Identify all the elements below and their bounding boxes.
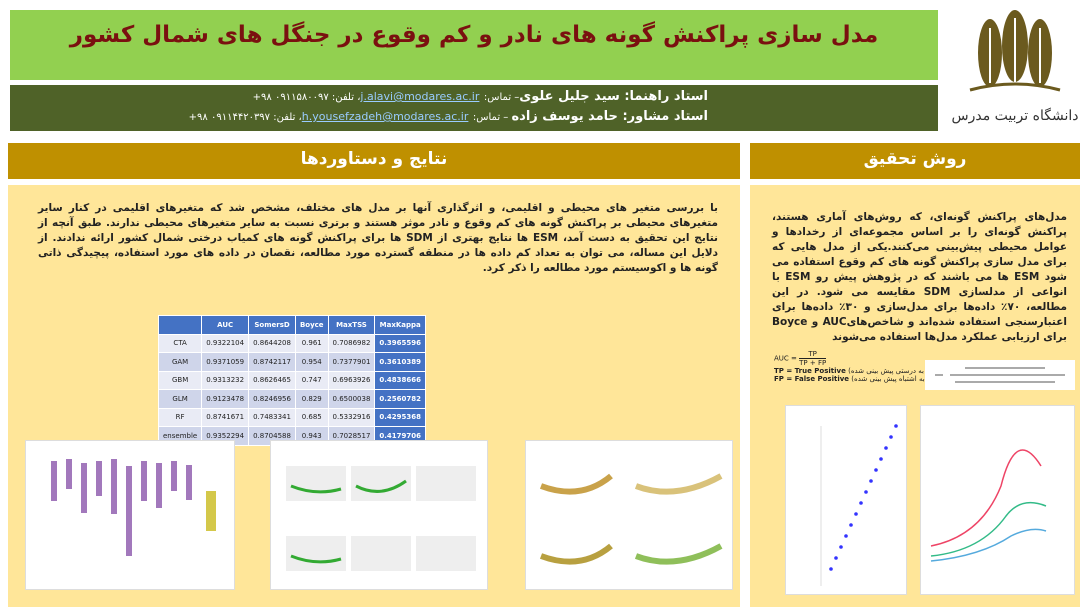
table-row: GBM 0.9313232 0.8626465 0.747 0.6963926 0.483… (157, 370, 427, 390)
logo-text: دانشگاه تربیت مدرس (952, 107, 1079, 124)
tp: TP = True Positive (774, 367, 846, 375)
cell: 0.6963926 (327, 370, 376, 390)
table-row: GLM 0.9123478 0.8246956 0.829 0.6500038 0.256… (157, 389, 427, 409)
cell: 0.4295368 (374, 407, 427, 427)
dot (849, 523, 853, 527)
header-row: AUC SomersD Boyce MaxTSS MaxKappa (157, 315, 427, 335)
section-header: روش تحقیق (750, 143, 1080, 179)
figure (25, 440, 235, 590)
section-header: نتایج و دستاوردها (8, 143, 740, 179)
cell: 0.7086982 (327, 333, 376, 353)
dot (869, 479, 873, 483)
methods-text: مدل‌های پراکنش گونه‌ای، که روش‌های آماری… (772, 211, 1068, 343)
dot (859, 501, 863, 505)
cell: 0.2560782 (374, 389, 427, 409)
phone: ، تلفن: ۰۹۱۱۵۸۰۰۹۷ ۹۸+ (252, 92, 361, 103)
formula-num: TP (799, 350, 827, 359)
row-label: RF (157, 407, 203, 427)
email[interactable]: j.alavi@modares.ac.ir (360, 90, 480, 103)
cell: 0.829 (294, 389, 329, 409)
cell: 0.9322104 (201, 333, 250, 353)
poster-title: مدل سازی پراکنش گونه های نادر و کم وقوع … (10, 10, 938, 80)
metrics-table: AUC SomersD Boyce MaxTSS MaxKappa CTA 0.932210… (157, 315, 427, 446)
contact-label: – تماس: (472, 112, 512, 123)
figure (525, 440, 733, 590)
dot (894, 424, 898, 428)
cell: 0.6500038 (327, 389, 376, 409)
cell: 0.4838666 (374, 370, 427, 390)
column-header: MaxTSS (327, 315, 376, 335)
row-label: GAM (157, 352, 203, 372)
table-row: CTA 0.9322104 0.8644208 0.961 0.7086982 0.396… (157, 333, 427, 353)
methods-panel: مدل‌های پراکنش گونه‌ای، که روش‌های آماری… (750, 185, 1080, 607)
dot (864, 490, 868, 494)
consultant: استاد مشاور: حامد یوسف زاده – تماس: h.yo… (10, 109, 708, 124)
column-header: Boyce (294, 315, 329, 335)
consultant-name: استاد مشاور: حامد یوسف زاده (511, 109, 708, 124)
cell: 0.8246956 (248, 389, 296, 409)
results-panel: با بررسی متغیر های محیطی و اقلیمی، و اثر… (8, 185, 740, 607)
cell: 0.5332916 (327, 407, 376, 427)
figure (785, 405, 907, 595)
fp: FP = False Positive (774, 375, 850, 383)
dot (844, 534, 848, 538)
cell: 0.3610389 (374, 352, 427, 372)
formula: AUC = TP TP + FP TP = True Positive (تعدا… (774, 350, 944, 383)
dot (854, 512, 858, 516)
cell: 0.685 (294, 407, 329, 427)
formula-den: TP + FP (799, 359, 827, 367)
dot (874, 468, 878, 472)
cell: 0.747 (294, 370, 329, 390)
cell: 0.8742117 (248, 352, 296, 372)
table-row: RF 0.8741671 0.7483341 0.685 0.5332916 0.4295… (157, 407, 427, 427)
cell: 0.9371059 (201, 352, 250, 372)
row-label: GLM (157, 389, 203, 409)
column-header: SomersD (248, 315, 296, 335)
cell: 0.3965596 (374, 333, 427, 353)
contacts: استاد راهنما: سید جلیل علوی– تماس: j.ala… (10, 85, 938, 131)
phone: ، تلفن: ۰۹۱۱۴۴۲۰۳۹۷ ۹۸+ (188, 112, 302, 123)
dot (834, 556, 838, 560)
dot (829, 567, 833, 571)
column-header: MaxKappa (374, 315, 427, 335)
results-text: با بررسی متغیر های محیطی و اقلیمی، و اثر… (38, 202, 718, 274)
dot (879, 457, 883, 461)
table-row: GAM 0.9371059 0.8742117 0.954 0.7377901 0.361… (157, 352, 427, 372)
figure (920, 405, 1075, 595)
formula-lhs: AUC = (774, 354, 797, 363)
cell: 0.9123478 (201, 389, 250, 409)
row-label: CTA (157, 333, 203, 353)
cell: 0.8644208 (248, 333, 296, 353)
advisor: استاد راهنما: سید جلیل علوی– تماس: j.ala… (10, 89, 708, 104)
logo: دانشگاه تربیت مدرس (952, 10, 1079, 124)
corner-cell (157, 315, 203, 335)
dot (889, 435, 893, 439)
dot (884, 446, 888, 450)
cell: 0.7377901 (327, 352, 376, 372)
figure (270, 440, 488, 590)
boyce-formula (925, 360, 1075, 390)
cell: 0.8741671 (201, 407, 250, 427)
email[interactable]: h.yousefzadeh@modares.ac.ir (301, 110, 469, 123)
column-header: AUC (201, 315, 250, 335)
row-label: GBM (157, 370, 203, 390)
advisor-name: استاد راهنما: سید جلیل علوی (519, 89, 708, 104)
cell: 0.954 (294, 352, 329, 372)
cell: 0.961 (294, 333, 329, 353)
cell: 0.9313232 (201, 370, 250, 390)
cell: 0.7483341 (248, 407, 296, 427)
contact-label: – تماس: (483, 92, 520, 103)
dot (839, 545, 843, 549)
cell: 0.8626465 (248, 370, 296, 390)
